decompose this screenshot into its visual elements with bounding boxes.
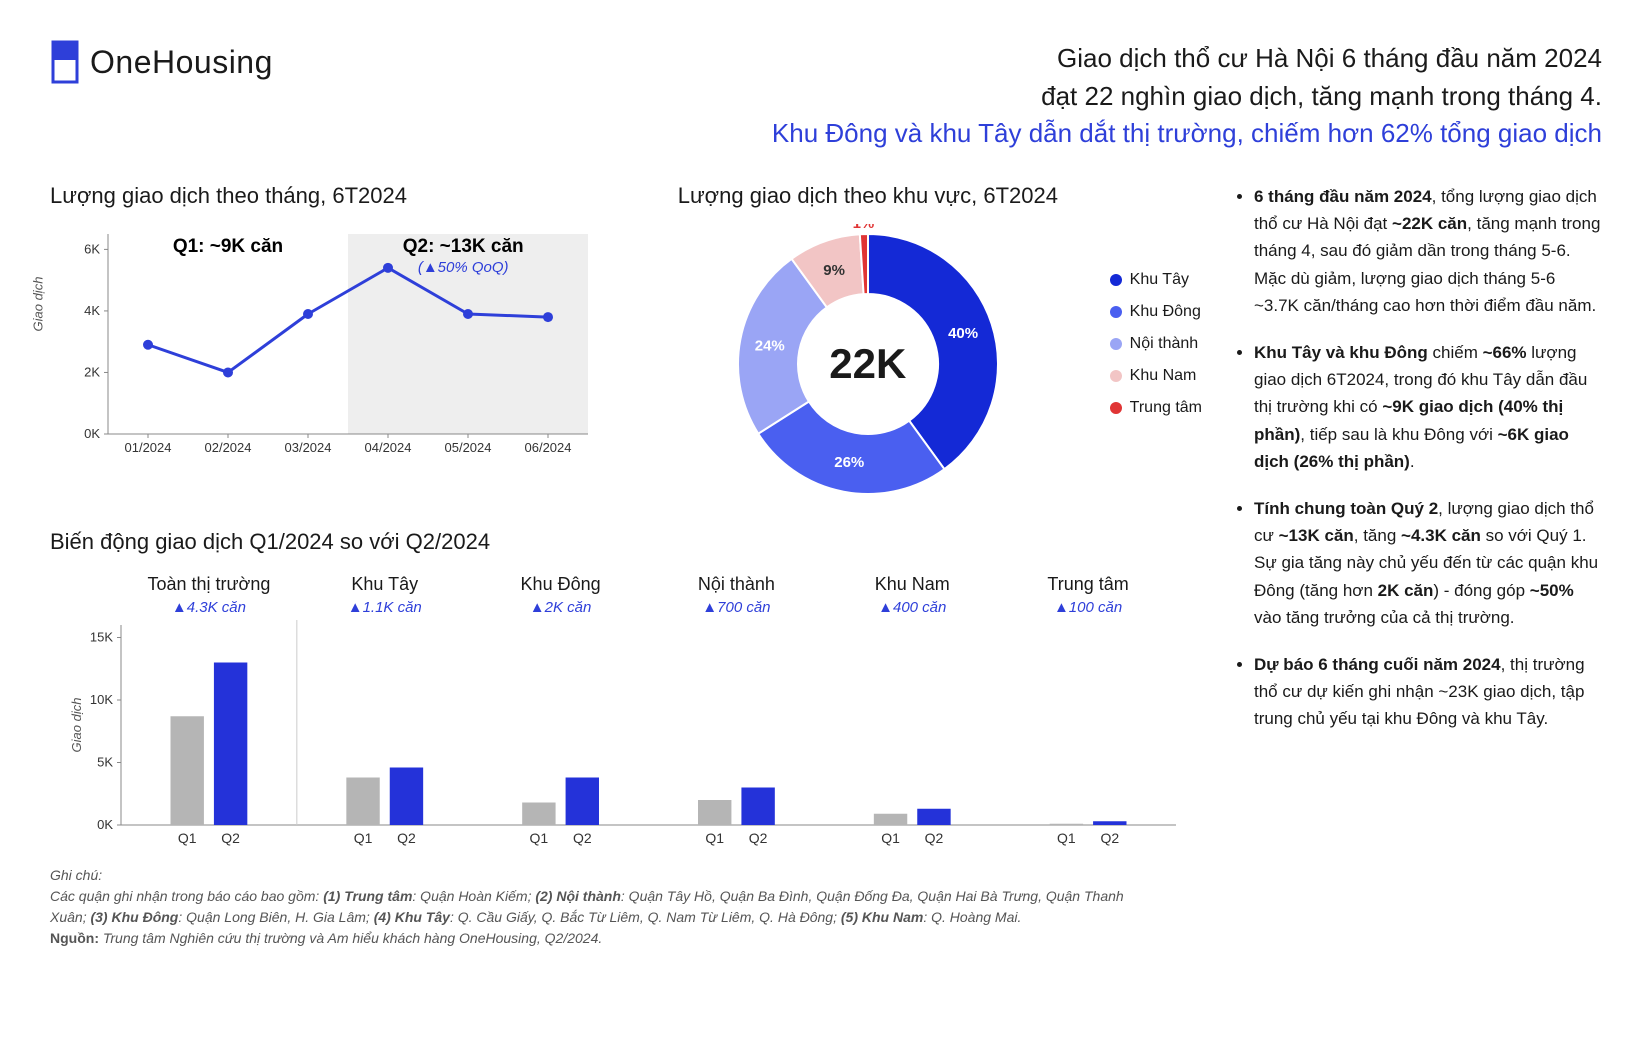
svg-text:(▲50% QoQ): (▲50% QoQ): [418, 259, 509, 276]
headline: Giao dịch thổ cư Hà Nội 6 tháng đầu năm …: [772, 40, 1602, 153]
svg-text:15K: 15K: [90, 630, 113, 645]
svg-text:02/2024: 02/2024: [205, 440, 252, 455]
svg-text:0K: 0K: [97, 817, 113, 832]
donut-panel: Lượng giao dịch theo khu vực, 6T2024 40%…: [646, 183, 1202, 504]
svg-text:Q2: Q2: [397, 830, 416, 846]
svg-text:Q2: Q2: [749, 830, 768, 846]
svg-text:▲1.1K căn: ▲1.1K căn: [348, 599, 422, 616]
line-y-label: Giao dịch: [31, 277, 46, 332]
svg-text:0K: 0K: [84, 426, 100, 441]
svg-text:Khu Đông: Khu Đông: [521, 574, 601, 594]
svg-text:▲700 căn: ▲700 căn: [702, 599, 770, 616]
svg-text:Q1: Q1: [881, 830, 900, 846]
bullet-item: Dự báo 6 tháng cuối năm 2024, thị trường…: [1254, 651, 1602, 733]
footnotes: Ghi chú: Các quận ghi nhận trong báo cáo…: [50, 865, 1150, 949]
line-chart-panel: Lượng giao dịch theo tháng, 6T2024 Giao …: [50, 183, 606, 504]
svg-text:Khu Nam: Khu Nam: [875, 574, 950, 594]
svg-text:05/2024: 05/2024: [445, 440, 492, 455]
bars-title: Biến động giao dịch Q1/2024 so với Q2/20…: [50, 529, 1202, 555]
svg-text:6K: 6K: [84, 241, 100, 256]
charts-column: Lượng giao dịch theo tháng, 6T2024 Giao …: [50, 183, 1202, 949]
svg-text:Q1: Q1: [705, 830, 724, 846]
svg-text:Q2: Q2: [221, 830, 240, 846]
bullets-list: 6 tháng đầu năm 2024, tổng lượng giao dị…: [1232, 183, 1602, 732]
brand-logo: OneHousing: [50, 40, 273, 84]
donut-center-text: 22K: [829, 340, 906, 388]
svg-text:Giao dịch: Giao dịch: [69, 698, 84, 753]
svg-text:Q2: Q2: [573, 830, 592, 846]
headline-line3: Khu Đông và khu Tây dẫn dắt thị trường, …: [772, 115, 1602, 153]
legend-item: Khu Tây: [1110, 264, 1202, 296]
svg-text:26%: 26%: [834, 454, 864, 471]
svg-text:Q1: Q1: [1057, 830, 1076, 846]
svg-text:▲100 căn: ▲100 căn: [1054, 599, 1122, 616]
svg-text:04/2024: 04/2024: [365, 440, 412, 455]
svg-text:4K: 4K: [84, 303, 100, 318]
svg-text:9%: 9%: [823, 262, 845, 279]
svg-text:Q1: ~9K căn: Q1: ~9K căn: [173, 236, 283, 257]
svg-text:1%: 1%: [852, 224, 874, 232]
top-row: Lượng giao dịch theo tháng, 6T2024 Giao …: [50, 183, 1202, 504]
svg-text:Q2: Q2: [1100, 830, 1119, 846]
svg-text:▲4.3K căn: ▲4.3K căn: [172, 599, 246, 616]
svg-text:01/2024: 01/2024: [125, 440, 172, 455]
legend-item: Khu Nam: [1110, 360, 1202, 392]
legend-item: Nội thành: [1110, 328, 1202, 360]
footnote-lead: Ghi chú:: [50, 865, 1150, 886]
bullets-column: 6 tháng đầu năm 2024, tổng lượng giao dị…: [1232, 183, 1602, 949]
line-chart-svg: 0K 2K 4K 6K 01/2024 02/2024 03/2024 04/2024 05/2…: [50, 224, 606, 464]
logo-icon: [50, 40, 80, 84]
svg-text:Q2: ~13K căn: Q2: ~13K căn: [403, 236, 524, 257]
bars-svg: 0K 5K 10K 15K Giao dịch Toàn thị trường ▲4.3K …: [50, 570, 1202, 850]
brand-name: OneHousing: [90, 44, 273, 81]
svg-text:Q1: Q1: [354, 830, 373, 846]
bullet-item: Khu Tây và khu Đông chiếm ~66% lượng gia…: [1254, 339, 1602, 475]
svg-text:▲2K căn: ▲2K căn: [530, 599, 592, 616]
footnote-source: Nguồn: Trung tâm Nghiên cứu thị trường v…: [50, 928, 1150, 949]
bullet-item: 6 tháng đầu năm 2024, tổng lượng giao dị…: [1254, 183, 1602, 319]
legend-item: Trung tâm: [1110, 392, 1202, 424]
line-chart-title: Lượng giao dịch theo tháng, 6T2024: [50, 183, 606, 209]
donut-legend: Khu TâyKhu ĐôngNội thànhKhu NamTrung tâm: [1110, 264, 1202, 424]
svg-text:▲400 căn: ▲400 căn: [878, 599, 946, 616]
svg-text:2K: 2K: [84, 365, 100, 380]
bars-chart: 0K 5K 10K 15K Giao dịch Toàn thị trường ▲4.3K …: [50, 570, 1202, 850]
svg-text:Q1: Q1: [530, 830, 549, 846]
header: OneHousing Giao dịch thổ cư Hà Nội 6 thá…: [50, 40, 1602, 153]
donut-chart: 40% 26% 24% 9% 1% 22K: [728, 224, 1008, 504]
headline-line2: đạt 22 nghìn giao dịch, tăng mạnh trong …: [772, 78, 1602, 116]
content: Lượng giao dịch theo tháng, 6T2024 Giao …: [50, 183, 1602, 949]
footnote-body: Các quận ghi nhận trong báo cáo bao gồm:…: [50, 886, 1150, 928]
svg-text:Toàn thị trường: Toàn thị trường: [147, 574, 270, 594]
svg-text:Q2: Q2: [925, 830, 944, 846]
svg-text:Nội thành: Nội thành: [698, 574, 775, 594]
legend-item: Khu Đông: [1110, 296, 1202, 328]
headline-line1: Giao dịch thổ cư Hà Nội 6 tháng đầu năm …: [772, 40, 1602, 78]
bullet-item: Tính chung toàn Quý 2, lượng giao dịch t…: [1254, 495, 1602, 631]
svg-text:Khu Tây: Khu Tây: [351, 574, 418, 594]
svg-text:40%: 40%: [948, 325, 978, 342]
line-chart: Giao dịch 0K2K4K6K01/202402/202403/20240…: [50, 224, 606, 464]
svg-text:5K: 5K: [97, 755, 113, 770]
donut-title: Lượng giao dịch theo khu vực, 6T2024: [646, 183, 1090, 209]
svg-text:24%: 24%: [755, 337, 785, 354]
svg-text:03/2024: 03/2024: [285, 440, 332, 455]
svg-text:Q1: Q1: [178, 830, 197, 846]
svg-text:06/2024: 06/2024: [525, 440, 572, 455]
svg-text:Trung tâm: Trung tâm: [1047, 574, 1128, 594]
svg-text:10K: 10K: [90, 692, 113, 707]
